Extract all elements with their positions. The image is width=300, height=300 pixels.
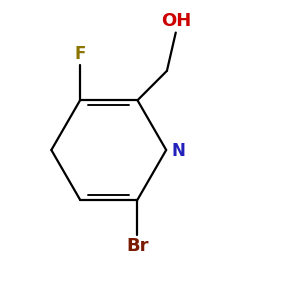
Text: OH: OH — [160, 12, 191, 30]
Text: N: N — [172, 142, 185, 160]
Text: Br: Br — [126, 237, 149, 255]
Text: F: F — [74, 45, 86, 63]
